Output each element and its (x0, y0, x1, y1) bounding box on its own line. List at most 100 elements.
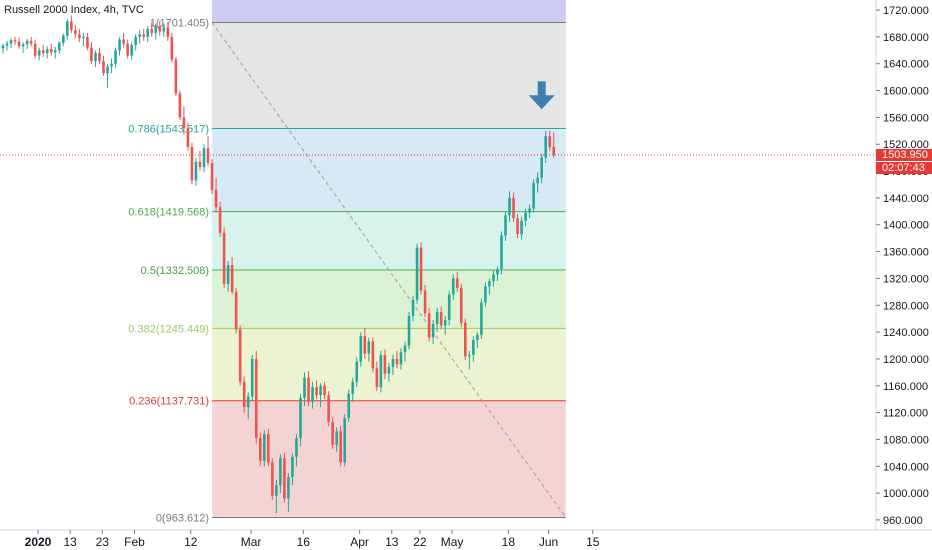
price-tick-label: 960.000 (883, 515, 923, 527)
candle-body (532, 183, 535, 209)
candle-body (303, 377, 306, 398)
candle-body (9, 40, 13, 44)
candle-body (118, 39, 121, 51)
candle-body (464, 322, 467, 357)
candle-body (291, 456, 294, 477)
candle-body (162, 27, 166, 32)
candle-body (202, 148, 206, 168)
fib-zone (212, 270, 566, 329)
candle-body (411, 299, 415, 316)
candle-body (230, 265, 234, 292)
fib-level-label: 0.5(1332.508) (141, 265, 210, 277)
candle-body (459, 287, 463, 323)
candle-body (25, 40, 29, 45)
candle-body (158, 26, 162, 32)
price-tick-label: 1000.000 (883, 488, 929, 500)
fib-zone (212, 22, 566, 129)
candle-body (311, 387, 314, 402)
candle-body (540, 157, 543, 178)
candle-body (435, 311, 439, 325)
candle-body (279, 458, 282, 486)
candle-body (74, 30, 77, 35)
candle-body (78, 34, 81, 39)
candle-body (170, 36, 174, 60)
candle-body (275, 485, 278, 496)
candle-body (399, 352, 403, 365)
candle-body (234, 291, 238, 330)
time-tick-label: 15 (586, 535, 600, 549)
candle-body (174, 59, 178, 94)
candle-body (331, 421, 334, 445)
candle-body (222, 232, 226, 284)
time-tick-label: 13 (385, 535, 399, 549)
candle-body (427, 313, 431, 338)
price-tick-label: 1320.000 (883, 273, 929, 285)
candle-body (210, 163, 214, 190)
time-tick-label: 18 (502, 535, 516, 549)
candle-body (500, 235, 503, 270)
candle-body (520, 220, 523, 235)
candle-body (403, 345, 407, 353)
candle-body (476, 334, 479, 341)
candle-body (238, 329, 242, 382)
candle-body (387, 366, 391, 374)
time-tick-label: Feb (124, 535, 145, 549)
candle-body (263, 434, 266, 461)
price-tick-label: 1120.000 (883, 408, 928, 420)
time-tick-label: 23 (96, 535, 110, 549)
fib-zone (212, 128, 566, 212)
candle-body (186, 128, 190, 147)
price-tick-label: 1520.000 (883, 139, 929, 151)
candle-body (142, 34, 145, 37)
time-tick-label: Jun (539, 535, 558, 549)
candle-body (484, 286, 487, 303)
candle-body (86, 36, 89, 48)
candle-body (250, 358, 254, 397)
price-tick-label: 1640.000 (883, 59, 929, 71)
candle-body (451, 278, 455, 295)
candle-body (415, 247, 419, 300)
candle-body (94, 53, 97, 62)
candle-body (307, 377, 310, 402)
candle-body (246, 396, 250, 408)
candle-body (363, 336, 367, 354)
candle-body (379, 354, 383, 388)
candle-body (122, 39, 125, 44)
candle-body (295, 438, 298, 457)
candle-body (544, 136, 547, 158)
candle-body (53, 50, 57, 53)
time-tick-label: 12 (184, 535, 198, 549)
candle-body (439, 311, 443, 326)
candle-body (242, 381, 246, 408)
time-tick-label: Apr (350, 535, 369, 549)
candle-body (70, 21, 73, 31)
candle-body (271, 462, 274, 496)
price-tick-label: 1680.000 (883, 32, 929, 44)
candle-body (98, 53, 101, 62)
candle-body (395, 358, 399, 365)
candle-body (1, 45, 5, 49)
price-tick-label: 1160.000 (883, 381, 928, 393)
last-price-tag: 1503.950 (876, 149, 932, 161)
candle-body (315, 387, 318, 396)
candle-body (198, 161, 202, 168)
candle-body (13, 40, 17, 42)
candle-body (419, 247, 423, 291)
candle-body (488, 281, 491, 287)
candle-body (126, 43, 129, 56)
candle-body (492, 274, 495, 282)
candle-body (447, 294, 451, 321)
price-tick-label: 1720.000 (883, 5, 929, 17)
candle-body (33, 43, 37, 56)
candle-body (383, 354, 387, 374)
countdown-tag: 02:07:43 (876, 162, 932, 174)
candle-body (359, 336, 363, 362)
fib-zone (212, 400, 566, 518)
trend-line (211, 22, 567, 518)
price-tick-label: 1280.000 (883, 300, 929, 312)
candle-body (351, 381, 355, 394)
candle-body (110, 63, 113, 67)
candle-body (82, 36, 85, 39)
candle-body (323, 385, 326, 396)
